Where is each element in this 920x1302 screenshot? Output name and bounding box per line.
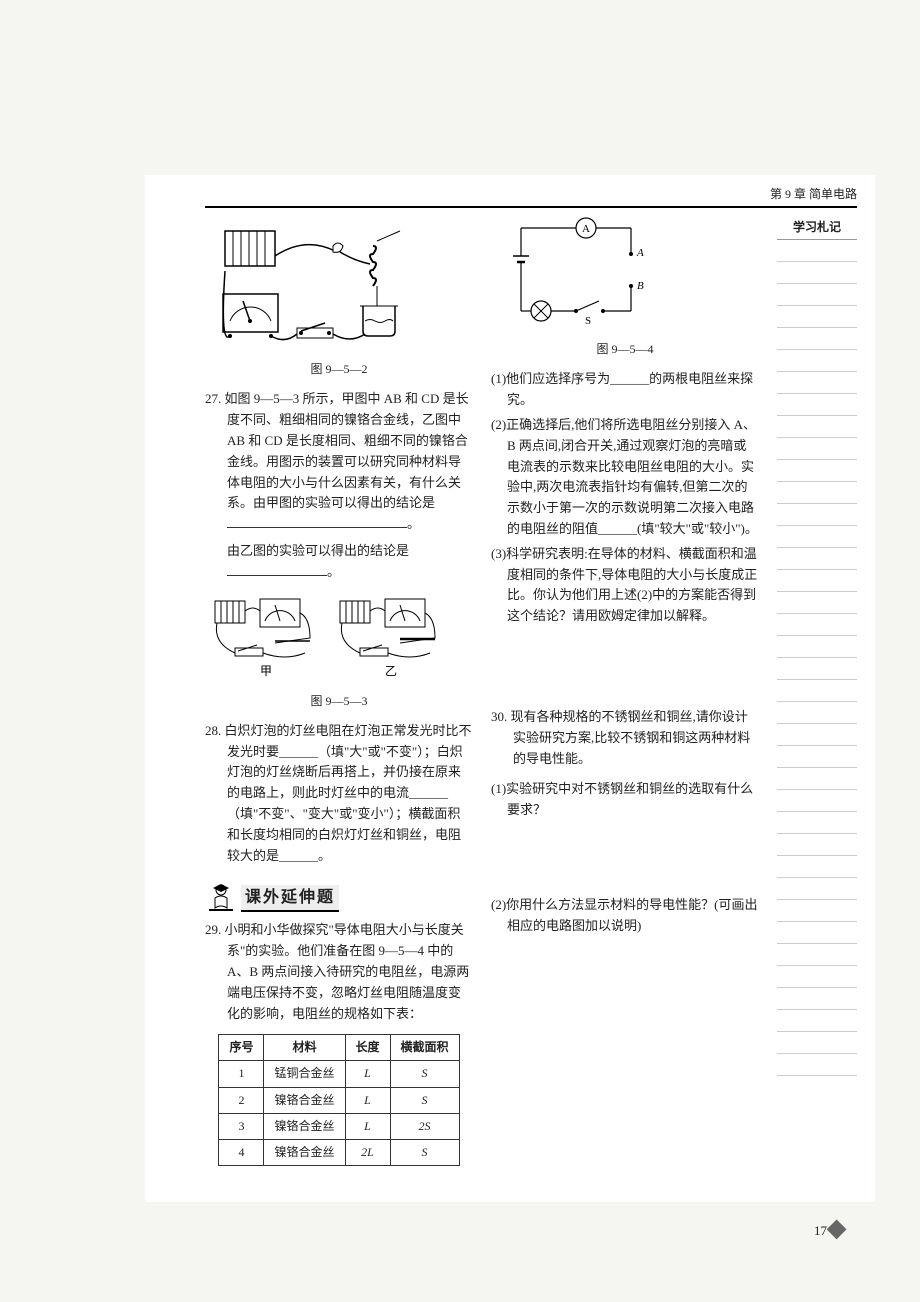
question-27: 27. 如图 9—5—3 所示，甲图中 AB 和 CD 是长度不同、粗细相同的镍… (205, 389, 473, 582)
th-area: 横截面积 (390, 1035, 459, 1061)
note-line (777, 570, 857, 592)
th-index: 序号 (219, 1035, 264, 1061)
note-line (777, 614, 857, 636)
q30-sub2: (2)你用什么方法显示材料的导电性能？(可画出相应的电路图加以说明) (491, 895, 759, 937)
table-row: 1 锰铜合金丝 L S (219, 1061, 459, 1087)
q29-sub1: (1)他们应选择序号为______的两根电阻丝来探究。 (491, 369, 759, 411)
note-line (777, 944, 857, 966)
q30-number: 30. (491, 709, 507, 724)
q29-sub3: (3)科学研究表明:在导体的材料、横截面积和温度相同的条件下,导体电阻的大小与长… (491, 544, 759, 627)
notes-column: 学习札记 (777, 216, 857, 1172)
svg-text:甲: 甲 (260, 664, 272, 678)
note-line (777, 746, 857, 768)
content-columns: 图 9—5—2 27. 如图 9—5—3 所示，甲图中 AB 和 CD 是长度不… (205, 216, 857, 1172)
note-line (777, 1010, 857, 1032)
note-line (777, 306, 857, 328)
note-line (777, 988, 857, 1010)
q30-intro: 现有各种规格的不锈钢丝和铜丝,请你设计实验研究方案,比较不锈钢和铜这两种材料的导… (511, 709, 751, 766)
svg-text:B: B (637, 280, 644, 292)
note-line (777, 416, 857, 438)
note-line (777, 636, 857, 658)
note-line (777, 1032, 857, 1054)
note-line (777, 592, 857, 614)
table-row: 4 镍铬合金丝 2L S (219, 1140, 459, 1166)
q27-blank2 (227, 562, 327, 576)
q28-number: 28. (205, 723, 221, 738)
right-column: A A (491, 216, 759, 1172)
notes-lines (777, 240, 857, 1076)
figure-9-5-2: 图 9—5—2 (205, 216, 473, 379)
note-line (777, 812, 857, 834)
note-line (777, 328, 857, 350)
note-line (777, 702, 857, 724)
fig-952-caption: 图 9—5—2 (205, 360, 473, 379)
note-line (777, 834, 857, 856)
svg-text:A: A (582, 223, 590, 235)
q30-sub1: (1)实验研究中对不锈钢丝和铜丝的选取有什么要求？ (491, 779, 759, 821)
page-number: 17 (814, 1221, 845, 1242)
note-line (777, 438, 857, 460)
note-line (777, 856, 857, 878)
fig-954-caption: 图 9—5—4 (491, 340, 759, 359)
q27-number: 27. (205, 391, 221, 406)
note-line (777, 240, 857, 262)
note-line (777, 504, 857, 526)
q29-sub2: (2)正确选择后,他们将所选电阻丝分别接入 A、B 两点间,闭合开关,通过观察灯… (491, 415, 759, 540)
chapter-header: 第 9 章 简单电路 (205, 185, 857, 208)
note-line (777, 790, 857, 812)
table-row: 2 镍铬合金丝 L S (219, 1087, 459, 1113)
figure-9-5-3: 甲 (205, 593, 473, 711)
question-28: 28. 白炽灯泡的灯丝电阻在灯泡正常发光时比不发光时要______（填"大"或"… (205, 721, 473, 867)
note-line (777, 394, 857, 416)
q28-text: 白炽灯泡的灯丝电阻在灯泡正常发光时比不发光时要______（填"大"或"不变"）… (225, 723, 472, 863)
note-line (777, 658, 857, 680)
note-line (777, 482, 857, 504)
q27-text1: 如图 9—5—3 所示，甲图中 AB 和 CD 是长度不同、粗细相同的镍铬合金线… (225, 391, 469, 510)
note-line (777, 724, 857, 746)
q27-text2: 由乙图的实验可以得出的结论是 (227, 543, 409, 558)
section-title: 课外延伸题 (241, 885, 339, 913)
note-line (777, 768, 857, 790)
note-line (777, 680, 857, 702)
svg-text:A: A (636, 247, 644, 259)
scholar-icon (205, 880, 237, 912)
note-line (777, 350, 857, 372)
note-line (777, 372, 857, 394)
th-material: 材料 (264, 1035, 345, 1061)
th-length: 长度 (345, 1035, 390, 1061)
q29-number: 29. (205, 922, 221, 937)
svg-text:S: S (585, 315, 591, 327)
q29-intro: 小明和小华做探究"导体电阻大小与长度关系"的实验。他们准备在图 9—5—4 中的… (225, 922, 470, 1020)
note-line (777, 548, 857, 570)
note-line (777, 460, 857, 482)
q27-blank1 (227, 514, 407, 528)
wire-spec-table: 序号 材料 长度 横截面积 1 锰铜合金丝 L S 2 镍铬合金丝 L S (218, 1034, 459, 1166)
note-line (777, 262, 857, 284)
note-line (777, 526, 857, 548)
svg-text:乙: 乙 (385, 664, 397, 678)
note-line (777, 922, 857, 944)
page-container: 第 9 章 简单电路 (145, 175, 875, 1202)
notes-title: 学习札记 (777, 216, 857, 240)
table-row: 3 镍铬合金丝 L 2S (219, 1113, 459, 1139)
fig-953-caption: 图 9—5—3 (205, 692, 473, 711)
note-line (777, 284, 857, 306)
answer-space (491, 627, 759, 707)
note-line (777, 900, 857, 922)
figure-9-5-4: A A (491, 216, 759, 359)
note-line (777, 1054, 857, 1076)
answer-space (491, 821, 759, 891)
note-line (777, 878, 857, 900)
left-column: 图 9—5—2 27. 如图 9—5—3 所示，甲图中 AB 和 CD 是长度不… (205, 216, 473, 1172)
question-30: 30. 现有各种规格的不锈钢丝和铜丝,请你设计实验研究方案,比较不锈钢和铜这两种… (491, 707, 759, 769)
section-badge: 课外延伸题 (205, 880, 473, 912)
question-29: 29. 小明和小华做探究"导体电阻大小与长度关系"的实验。他们准备在图 9—5—… (205, 920, 473, 1024)
note-line (777, 966, 857, 988)
